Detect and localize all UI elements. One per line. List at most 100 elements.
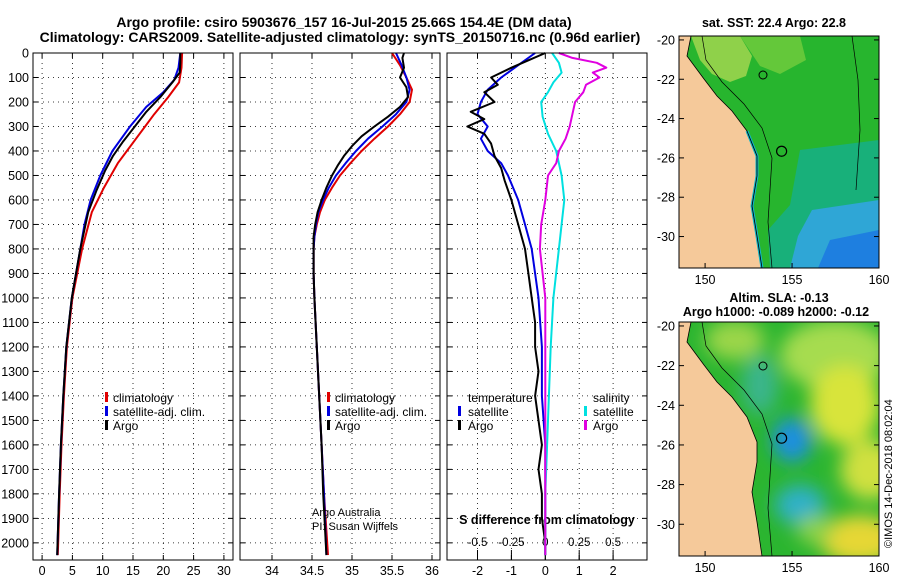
difference-legend: temperature satellite Argo salinity sate… — [458, 391, 634, 433]
x-tick-label: 2 — [610, 564, 617, 578]
x-tick-label: 36 — [425, 564, 439, 578]
sla-map-axes: -20 -22 -24 -26 -28 -30 150 155 160 — [657, 319, 890, 575]
x-tick-label: 1 — [576, 564, 583, 578]
y-tick-label: 100 — [8, 71, 29, 85]
legend-swatch-t-satellite — [458, 406, 461, 416]
annotation-argo-australia: Argo Australia — [312, 507, 381, 519]
map-y-tick-label: -24 — [657, 112, 675, 126]
y-tick-label: 1400 — [1, 389, 29, 403]
profile-location-marker — [776, 145, 788, 157]
y-tick-label: 200 — [8, 95, 29, 109]
map-frame — [678, 35, 880, 269]
x-tick-label: -2 — [472, 564, 483, 578]
coastline — [686, 36, 763, 268]
x-tick-label: 0 — [39, 564, 46, 578]
x-tick-label: -1 — [506, 564, 517, 578]
map-x-tick-label: 150 — [695, 561, 716, 575]
legend-title-salinity: salinity — [593, 391, 630, 405]
y-tick-label: 800 — [8, 242, 29, 256]
y-tick-label: 1000 — [1, 291, 29, 305]
map-x-tick-label: 160 — [869, 273, 890, 287]
legend-label: Argo — [113, 419, 139, 433]
map-y-tick-label: -24 — [657, 399, 675, 413]
y-tick-label: 400 — [8, 144, 29, 158]
series-line-argo — [312, 52, 409, 556]
plot-frame — [446, 52, 648, 561]
s-x-tick-label: 0.25 — [568, 537, 590, 549]
sla-anomaly-field — [705, 322, 879, 556]
series-line-climatology — [312, 52, 413, 556]
x-tick-label: 35 — [345, 564, 359, 578]
legend-label: satellite-adj. clim. — [335, 405, 427, 419]
cool-water-patch — [818, 230, 879, 268]
profile-location-marker — [776, 432, 788, 444]
x-tick-label: 0 — [542, 564, 549, 578]
map-y-tick-label: -26 — [657, 151, 675, 165]
salinity-legend: climatology satellite-adj. clim. Argo Ar… — [312, 391, 427, 533]
legend-swatch-argo — [105, 420, 108, 430]
s-x-tick-label: -0.5 — [468, 537, 488, 549]
y-tick-label: 1700 — [1, 463, 29, 477]
legend-swatch-satellite — [327, 406, 330, 416]
bathymetry-contour — [851, 36, 861, 191]
bathymetry-contour — [701, 36, 773, 268]
y-tick-label: 600 — [8, 193, 29, 207]
y-tick-label: 300 — [8, 120, 29, 134]
temperature-legend: climatology satellite-adj. clim. Argo — [105, 391, 205, 433]
legend-label: Argo — [593, 419, 619, 433]
sla-map: Altim. SLA: -0.13 Argo h1000: -0.089 h20… — [657, 291, 890, 575]
x-tick-label: 34 — [265, 564, 279, 578]
series-line-salinity-satellite — [540, 52, 566, 556]
header-line2: Climatology: CARS2009. Satellite-adjuste… — [40, 29, 641, 45]
legend-swatch-climatology — [105, 392, 108, 402]
legend-label: satellite — [468, 405, 509, 419]
x-tick-label: 35.5 — [380, 564, 404, 578]
y-tick-label: 1600 — [1, 438, 29, 452]
sst-map-axes: -20 -22 -24 -26 -28 -30 150 155 160 — [657, 33, 890, 287]
legend-swatch-s-satellite — [584, 406, 587, 416]
y-tick-label: 1300 — [1, 365, 29, 379]
legend-label: climatology — [113, 391, 173, 405]
legend-swatch-s-argo — [584, 420, 587, 430]
legend-label: climatology — [335, 391, 395, 405]
map-y-tick-label: -20 — [657, 319, 675, 333]
warm-water-patch — [740, 36, 806, 74]
y-tick-label: 1500 — [1, 414, 29, 428]
legend-label: satellite-adj. clim. — [113, 405, 205, 419]
map-x-tick-label: 155 — [782, 561, 803, 575]
x-tick-label: 30 — [217, 564, 231, 578]
x-tick-label: 10 — [96, 564, 110, 578]
x-tick-label: 15 — [126, 564, 140, 578]
x-tick-label: 34.5 — [300, 564, 324, 578]
sst-map: sat. SST: 22.4 Argo: 22.8 -20-22-24-26-2… — [657, 16, 890, 287]
map-x-tick-label: 155 — [782, 273, 803, 287]
series-line-satellite-adj-clim- — [56, 52, 182, 556]
warm-water-patch — [691, 36, 752, 82]
map-x-tick-label: 160 — [869, 561, 890, 575]
map-x-tick-label: 150 — [695, 273, 716, 287]
series-line-argo — [56, 53, 182, 556]
y-tick-label: 1100 — [2, 316, 29, 330]
s-axis-label: S difference from climatology — [459, 513, 635, 527]
legend-label: Argo — [468, 419, 494, 433]
series-line-satellite-adj-clim- — [312, 52, 411, 556]
map-y-tick-label: -22 — [657, 359, 675, 373]
legend-label: Argo — [335, 419, 361, 433]
map-land — [679, 322, 762, 556]
y-tick-label: 900 — [8, 267, 29, 281]
sla-map-title: Altim. SLA: -0.13 — [729, 291, 828, 305]
island-marker — [758, 70, 768, 80]
map-y-tick-label: -22 — [657, 73, 675, 87]
sla-map-subtitle: Argo h1000: -0.089 h2000: -0.12 — [683, 305, 869, 319]
coastline — [686, 322, 763, 556]
legend-label: satellite — [593, 405, 634, 419]
y-tick-label: 500 — [8, 169, 29, 183]
sst-map-title: sat. SST: 22.4 Argo: 22.8 — [702, 16, 846, 30]
map-y-tick-label: -20 — [657, 33, 675, 47]
x-tick-label: 5 — [69, 564, 76, 578]
s-x-tick-label: 0.5 — [605, 537, 621, 549]
x-tick-label: 25 — [187, 564, 201, 578]
s-x-tick-label: -0.25 — [498, 537, 524, 549]
difference-panel: -2 -1 0 1 2-0.5 -0.25 0 0.25 0.5S difference fro… — [446, 52, 648, 580]
